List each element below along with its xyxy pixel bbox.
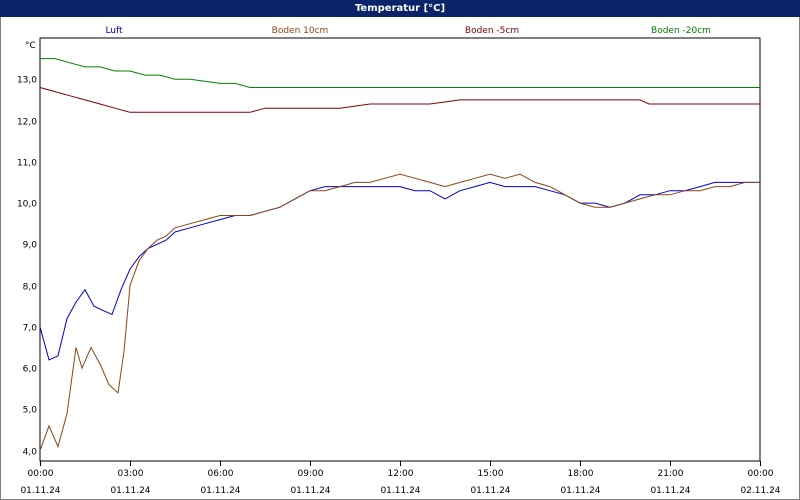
y-tick-label: 6,0 xyxy=(23,365,38,375)
x-tick-time: 12:00 xyxy=(388,469,414,479)
y-tick-label: 7,0 xyxy=(23,324,38,334)
y-tick-label: 13,0 xyxy=(17,76,37,86)
x-tick-time: 00:00 xyxy=(748,469,774,479)
x-tick-date: 01.11.24 xyxy=(560,486,600,496)
y-axis-unit: °C xyxy=(25,41,36,51)
x-tick-date: 01.11.24 xyxy=(200,486,240,496)
legend-entry-0: Luft xyxy=(105,26,123,36)
y-tick-label: 12,0 xyxy=(17,118,37,128)
series-line-3 xyxy=(40,58,760,88)
axis-layer: 4,0 5,0 6,0 7,0 8,0 9,0 10,0 11,0 12,0 13,0 00:00 0… xyxy=(17,37,781,496)
y-tick-label: 4,0 xyxy=(23,448,38,458)
x-tick-date: 01.11.24 xyxy=(20,486,60,496)
x-tick-date: 01.11.24 xyxy=(650,486,690,496)
x-tick-time: 03:00 xyxy=(118,469,144,479)
y-tick-label: 5,0 xyxy=(23,406,38,416)
x-tick-time: 15:00 xyxy=(478,469,504,479)
x-tick-time: 06:00 xyxy=(208,469,234,479)
series-line-1 xyxy=(39,173,760,451)
series-line-2 xyxy=(39,87,760,113)
x-tick-time: 21:00 xyxy=(658,469,684,479)
y-tick-label: 9,0 xyxy=(23,241,38,251)
x-tick-date: 01.11.24 xyxy=(380,486,420,496)
legend-entry-1: Boden 10cm xyxy=(272,26,329,36)
y-tick-label: 11,0 xyxy=(17,159,37,169)
x-tick-date: 01.11.24 xyxy=(290,486,330,496)
y-tick-label: 10,0 xyxy=(17,200,37,210)
x-tick-date: 01.11.24 xyxy=(110,486,150,496)
legend: Luft Boden 10cm Boden -5cm Boden -20cm xyxy=(105,26,711,36)
x-tick-time: 09:00 xyxy=(298,469,324,479)
x-tick-date: 02.11.24 xyxy=(740,486,780,496)
legend-entry-3: Boden -20cm xyxy=(651,26,711,36)
chart-title: Temperatur [°C] xyxy=(0,0,800,17)
series-layer xyxy=(39,58,760,451)
y-tick-label: 8,0 xyxy=(23,283,38,293)
legend-entry-2: Boden -5cm xyxy=(465,26,519,36)
x-tick-time: 18:00 xyxy=(568,469,594,479)
x-tick-time: 00:00 xyxy=(28,469,54,479)
x-tick-date: 01.11.24 xyxy=(470,486,510,496)
plot-area xyxy=(39,37,761,462)
